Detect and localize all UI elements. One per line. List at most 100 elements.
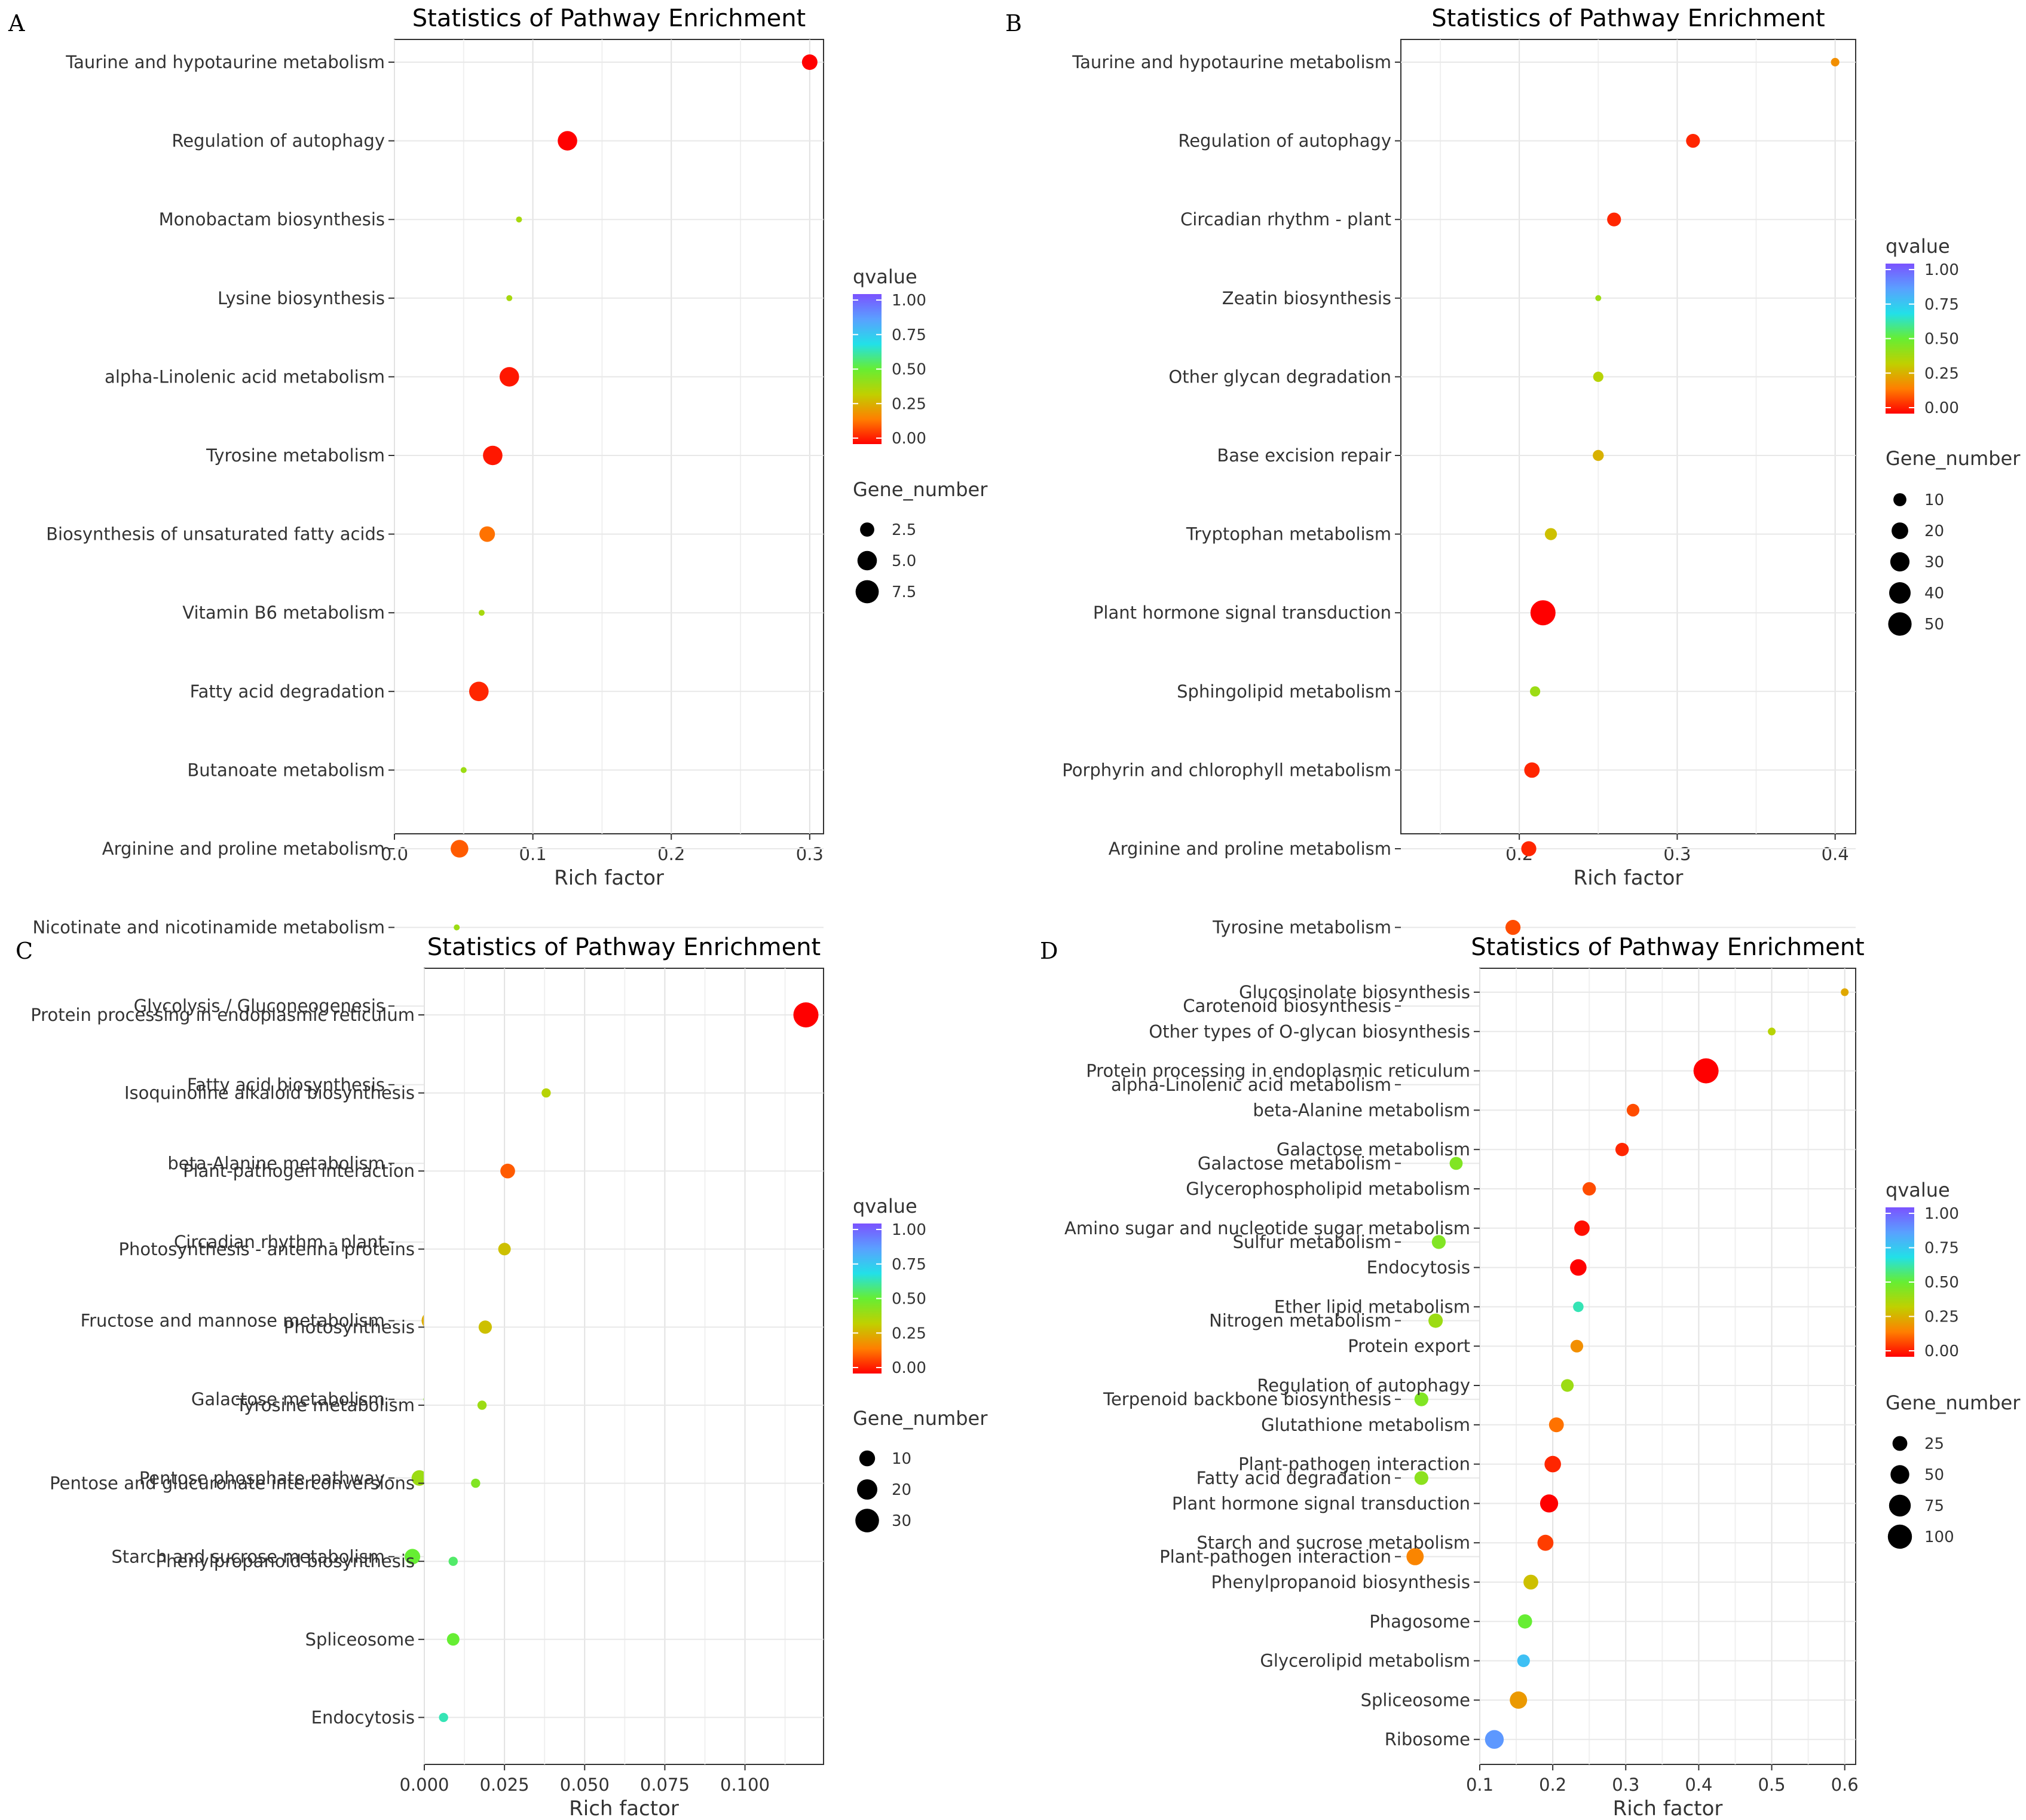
- data-point: [446, 1633, 460, 1646]
- data-point: [1560, 1379, 1574, 1392]
- pathway-label: Ether lipid metabolism: [1274, 1296, 1470, 1317]
- size-legend-label: 50: [1924, 616, 1944, 634]
- size-legend-dot: [1889, 582, 1911, 604]
- pathway-label: beta-Alanine metabolism: [1253, 1100, 1470, 1120]
- pathway-label: Carotenoid biosynthesis: [1183, 996, 1391, 1016]
- colorbar-tick-label: 0.00: [892, 430, 926, 448]
- colorbar-tick-label: 0.00: [1924, 399, 1959, 417]
- x-axis-title: Rich factor: [1613, 1797, 1723, 1820]
- pathway-label: Protein export: [1348, 1336, 1470, 1356]
- colorbar-tick-label: 0.25: [892, 1325, 926, 1342]
- data-point: [1544, 1455, 1561, 1473]
- data-point: [500, 1163, 515, 1179]
- pathway-label: Tyrosine metabolism: [1212, 917, 1391, 938]
- chart-title: Statistics of Pathway Enrichment: [427, 934, 821, 961]
- pathway-label: Photosynthesis: [284, 1317, 415, 1337]
- data-point: [477, 1400, 487, 1410]
- x-tick-label: 0.4: [1822, 844, 1849, 864]
- colorbar-tick-label: 1.00: [1924, 1205, 1959, 1223]
- data-point: [471, 1478, 481, 1488]
- pathway-label: Lysine biosynthesis: [218, 288, 385, 308]
- size-legend-label: 25: [1924, 1435, 1944, 1453]
- data-point: [1530, 686, 1541, 697]
- size-legend-label: 7.5: [892, 583, 916, 601]
- x-tick-label: 0.0: [381, 844, 408, 864]
- qvalue-legend-title: qvalue: [1886, 235, 1950, 258]
- colorbar-tick-label: 0.25: [892, 395, 926, 413]
- colorbar-tick-label: 0.75: [892, 326, 926, 344]
- pathway-label: Spliceosome: [305, 1629, 415, 1650]
- pathway-label: Pentose and glucuronate interconversions: [50, 1473, 415, 1494]
- colorbar-tick-label: 1.00: [1924, 261, 1959, 279]
- pathway-label: Other types of O-glycan biosynthesis: [1149, 1021, 1470, 1042]
- size-legend-label: 2.5: [892, 521, 916, 539]
- pathway-label: Amino sugar and nucleotide sugar metabol…: [1064, 1218, 1470, 1238]
- data-point: [499, 367, 519, 387]
- size-legend-label: 50: [1924, 1466, 1944, 1484]
- pathway-label: Arginine and proline metabolism: [1109, 839, 1391, 859]
- size-legend-dot: [855, 1509, 879, 1533]
- pathway-label: Glycerophospholipid metabolism: [1186, 1179, 1470, 1199]
- panel-d: D Statistics of Pathway Enrichment 0.1 0.2 0…: [1040, 934, 2021, 1820]
- data-point: [1607, 212, 1621, 227]
- pathway-label: Fatty acid degradation: [190, 681, 385, 702]
- size-legend-dot: [1887, 1524, 1912, 1549]
- data-point: [1428, 1313, 1443, 1328]
- pathway-label: Porphyrin and chlorophyll metabolism: [1062, 760, 1391, 780]
- data-point: [1768, 1027, 1776, 1036]
- x-tick-label: 0.4: [1685, 1775, 1712, 1795]
- pathway-label: Regulation of autophagy: [1257, 1375, 1470, 1396]
- pathway-label: Taurine and hypotaurine metabolism: [65, 52, 385, 72]
- pathway-label: Biosynthesis of unsaturated fatty acids: [46, 524, 385, 545]
- pathway-label: Protein processing in endoplasmic reticu…: [30, 1005, 415, 1025]
- x-tick-label: 0.075: [640, 1775, 690, 1795]
- pathway-label: Plant-pathogen interaction: [183, 1161, 415, 1181]
- x-tick-label: 0.025: [480, 1775, 530, 1795]
- data-point: [451, 840, 469, 858]
- data-point: [1510, 1691, 1528, 1709]
- pathway-label: Phagosome: [1369, 1611, 1470, 1632]
- x-tick-label: 0.100: [720, 1775, 770, 1795]
- data-point: [460, 767, 467, 773]
- x-axis-title: Rich factor: [1574, 866, 1684, 890]
- size-legend-dot: [1888, 612, 1912, 636]
- x-tick-label: 0.000: [399, 1775, 449, 1795]
- data-point: [1693, 1058, 1719, 1084]
- pathway-label: Circadian rhythm - plant: [174, 1232, 385, 1252]
- data-point: [1524, 762, 1540, 778]
- data-point: [405, 1549, 421, 1565]
- panel-letter: A: [8, 10, 25, 36]
- size-legend-dot: [1893, 493, 1906, 506]
- size-legend-dot: [855, 580, 879, 604]
- x-tick-label: 0.1: [519, 844, 547, 864]
- size-legend-dot: [860, 522, 874, 537]
- data-point: [1570, 1339, 1584, 1353]
- colorbar-tick-label: 0.00: [1924, 1342, 1959, 1360]
- data-point: [448, 1556, 458, 1566]
- gene-number-legend-title: Gene_number: [853, 1407, 988, 1430]
- gene-number-legend-title: Gene_number: [853, 478, 988, 501]
- data-point: [1593, 371, 1603, 383]
- colorbar-tick-label: 0.50: [892, 361, 926, 379]
- size-legend-label: 30: [1924, 553, 1944, 571]
- data-point: [1406, 1548, 1424, 1565]
- size-legend-label: 100: [1924, 1528, 1954, 1546]
- size-legend-dot: [859, 1450, 876, 1467]
- data-point: [498, 1243, 511, 1256]
- colorbar-tick-label: 0.75: [1924, 296, 1959, 314]
- data-point: [1841, 988, 1849, 996]
- pathway-label: Isoquinoline alkaloid biosynthesis: [124, 1083, 415, 1103]
- data-point: [1831, 57, 1840, 67]
- data-point: [1540, 1494, 1559, 1513]
- pathway-label: Monobactam biosynthesis: [159, 209, 385, 230]
- data-point: [541, 1088, 551, 1098]
- pathway-label: Regulation of autophagy: [172, 131, 385, 151]
- data-point: [454, 924, 460, 931]
- x-tick-label: 0.2: [657, 844, 685, 864]
- pathway-label: Plant hormone signal transduction: [1172, 1493, 1470, 1513]
- pathway-label: alpha-Linolenic acid metabolism: [1111, 1075, 1391, 1095]
- pathway-label: Fatty acid degradation: [1196, 1468, 1391, 1488]
- pathway-label: Starch and sucrose metabolism: [1196, 1533, 1470, 1553]
- pathway-label: Sphingolipid metabolism: [1177, 681, 1391, 702]
- x-tick-label: 0.5: [1758, 1775, 1785, 1795]
